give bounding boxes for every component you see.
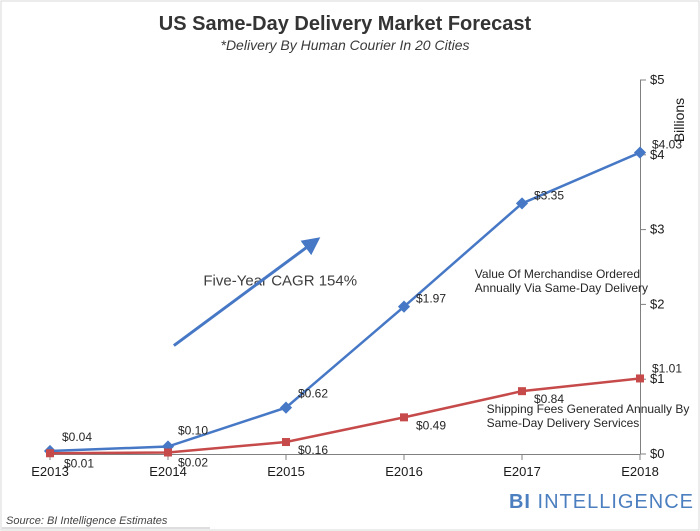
marker-square <box>519 388 526 395</box>
point-label: $0.62 <box>298 387 328 401</box>
point-label: $3.35 <box>534 188 564 202</box>
brand-label: BI INTELLIGENCE <box>509 491 694 513</box>
y-axis-label: Billions <box>671 98 687 142</box>
x-tick-label: E2016 <box>385 464 423 479</box>
point-label: $0.02 <box>178 456 208 470</box>
x-tick-label: E2015 <box>267 464 305 479</box>
source-text: Source: BI Intelligence Estimates <box>6 515 168 527</box>
marker-diamond <box>635 147 646 158</box>
cagr-arrow <box>174 241 316 346</box>
marker-square <box>283 439 290 446</box>
cagr-label: Five-Year CAGR 154% <box>203 273 357 290</box>
chart-subtitle: *Delivery By Human Courier In 20 Cities <box>221 37 470 53</box>
y-tick-label: $2 <box>650 296 664 311</box>
point-label: $0.01 <box>64 456 94 470</box>
series-label-merchandise_value: Value Of Merchandise OrderedAnnually Via… <box>475 267 648 295</box>
chart-container: { "canvas": { "width": 700, "height": 53… <box>0 0 700 531</box>
y-tick-label: $3 <box>650 222 664 237</box>
point-label: $0.16 <box>298 443 328 457</box>
series-label-shipping_fees: Shipping Fees Generated Annually BySame-… <box>487 402 690 430</box>
outer-border <box>1 1 699 530</box>
chart-title: US Same-Day Delivery Market Forecast <box>159 13 532 35</box>
point-label: $0.04 <box>62 430 92 444</box>
marker-square <box>165 449 172 456</box>
marker-square <box>401 414 408 421</box>
x-tick-label: E2018 <box>621 464 659 479</box>
point-label: $4.03 <box>652 138 682 152</box>
point-label: $1.01 <box>652 361 682 375</box>
chart-svg: US Same-Day Delivery Market Forecast *Del… <box>0 0 700 531</box>
x-tick-label: E2017 <box>503 464 541 479</box>
point-label: $0.49 <box>416 418 446 432</box>
marker-square <box>47 450 54 457</box>
point-label: $1.97 <box>416 292 446 306</box>
point-label: $0.10 <box>178 424 208 438</box>
y-tick-label: $0 <box>650 446 664 461</box>
y-tick-label: $5 <box>650 72 664 87</box>
marker-square <box>637 375 644 382</box>
